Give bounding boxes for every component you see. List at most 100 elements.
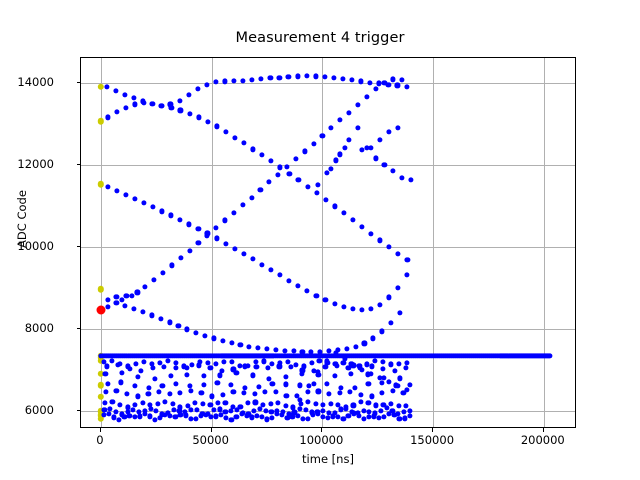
data-point-lower-row-5980 <box>401 409 407 415</box>
data-point-upper-arc-a <box>331 75 337 81</box>
data-point-lower-descending <box>299 348 306 355</box>
data-point-lower-row-5980 <box>280 408 286 415</box>
data-point-lower-descending <box>361 340 368 346</box>
data-point-down-to-cross <box>390 168 396 174</box>
data-point-lower-row-7050 <box>276 363 282 369</box>
data-point-lower-row-7150 <box>404 360 410 366</box>
gridline-horizontal <box>81 82 575 84</box>
data-point-lower-row-5850 <box>203 412 209 418</box>
data-point-lower-row-5980 <box>251 408 257 414</box>
data-point-crossing-up-branch <box>350 362 356 369</box>
data-point-lower-row-6620 <box>187 382 193 389</box>
data-point-lower-row-6150 <box>200 401 206 407</box>
data-point-lower-row-7150 <box>173 360 179 366</box>
data-point-rising-branch <box>381 80 387 86</box>
data-point-rising-branch <box>240 202 246 208</box>
data-point-lower-row-5850 <box>376 415 382 421</box>
data-point-lower-row-5850 <box>188 416 194 422</box>
data-point-lower-row-6850 <box>348 371 354 377</box>
data-point-lower-row-5980 <box>193 407 200 413</box>
data-point-lower-descending <box>175 323 182 329</box>
data-point-mid-descending <box>295 283 301 289</box>
data-point-down-to-cross <box>399 175 405 181</box>
data-point-lower-row-6150 <box>124 404 131 410</box>
data-point-lower-row-5980 <box>113 409 119 415</box>
data-point-lower-row-5980 <box>337 406 344 412</box>
data-point-rising-branch <box>328 125 334 131</box>
data-point-lower-row-6420 <box>230 389 236 395</box>
data-point-upper-arc-b <box>241 140 247 146</box>
data-point-lower-descending <box>158 316 164 322</box>
data-point-rising-branch <box>134 289 141 296</box>
data-point-lower-row-5850 <box>223 415 229 421</box>
data-point-lower-row-7150 <box>277 360 283 366</box>
data-point-rising-branch <box>178 255 184 261</box>
data-point-lower-row-6150 <box>177 404 183 411</box>
data-point-lower-row-7050 <box>391 368 398 374</box>
data-point-lower-row-6420 <box>347 389 353 395</box>
data-point-mid-descending <box>313 293 319 299</box>
data-point-lower-row-7050 <box>196 362 202 369</box>
data-point-lower-row-6420 <box>103 389 109 395</box>
data-point-lower-row-6420 <box>273 389 279 395</box>
data-point-upper-arc-b <box>250 146 256 152</box>
data-point-rising-branch <box>129 293 135 299</box>
gridline-vertical <box>433 58 435 427</box>
data-point-lower-row-5850 <box>147 413 153 419</box>
data-point-lower-row-6420 <box>124 391 130 397</box>
y-axis-tick <box>76 163 80 165</box>
data-point-down-to-cross <box>315 182 321 188</box>
data-point-lower-row-5980 <box>332 410 338 416</box>
data-point-lower-descending <box>273 347 279 353</box>
data-point-lower-descending <box>264 346 270 352</box>
data-point-lower-row-6150 <box>245 400 251 406</box>
data-point-upper-arc-b <box>223 129 229 135</box>
data-point-lower-row-5980 <box>165 410 171 416</box>
data-point-lower-row-6150 <box>328 400 334 407</box>
data-point-lower-row-6420 <box>400 390 406 396</box>
data-point-lower-row-7050 <box>288 364 294 370</box>
data-point-upper-arc-b <box>177 107 183 114</box>
data-point-lower-row-5980 <box>234 407 240 413</box>
data-point-down-to-cross <box>368 145 374 151</box>
data-point-crossing-up-branch <box>359 366 365 373</box>
data-point-mid-descending <box>304 288 310 294</box>
data-point-seed-points <box>97 117 105 125</box>
data-point-trigger-point <box>96 305 106 315</box>
data-point-mid-descending <box>104 184 111 190</box>
data-point-upper-arc-b <box>232 134 238 141</box>
data-point-lower-row-6150 <box>260 402 266 408</box>
data-point-lower-row-6150 <box>305 399 311 405</box>
data-point-lower-row-6150 <box>395 403 402 409</box>
data-point-lower-row-7150 <box>141 359 147 365</box>
data-point-lower-row-7050 <box>104 363 110 370</box>
data-point-seed-points <box>97 408 105 415</box>
data-point-lower-row-6620 <box>159 382 166 389</box>
data-point-lower-row-7150 <box>316 358 323 364</box>
data-point-upper-arc-a <box>285 74 292 80</box>
data-point-upper-arc-b <box>114 109 120 115</box>
data-point-upper-arc-a <box>304 73 310 79</box>
y-tick-label: 14000 <box>17 74 54 89</box>
data-point-mid-descending <box>286 278 292 284</box>
data-point-upper-arc-a <box>113 88 119 94</box>
data-point-upper-arc-b <box>377 237 383 244</box>
data-point-lower-row-6620 <box>214 380 220 386</box>
data-point-lower-row-5980 <box>366 409 372 415</box>
data-point-mid-descending <box>341 304 347 310</box>
data-point-lower-row-6620 <box>407 382 413 388</box>
data-point-lower-descending <box>104 304 111 310</box>
data-point-rising-branch <box>222 217 228 223</box>
data-point-upper-arc-b <box>159 102 165 109</box>
data-point-lower-row-5980 <box>326 410 332 416</box>
data-point-lower-row-6850 <box>233 370 240 376</box>
data-point-lower-row-6850 <box>266 376 272 382</box>
data-point-lower-row-6620 <box>201 382 207 388</box>
data-point-lower-row-7150 <box>205 360 211 366</box>
data-point-upper-arc-a <box>186 92 192 98</box>
data-point-seed-points <box>97 83 105 90</box>
data-point-upper-arc-a <box>394 82 400 89</box>
data-point-lower-row-6850 <box>299 371 305 377</box>
data-point-lower-row-6150 <box>162 399 168 405</box>
data-point-lower-row-6150 <box>365 400 371 406</box>
